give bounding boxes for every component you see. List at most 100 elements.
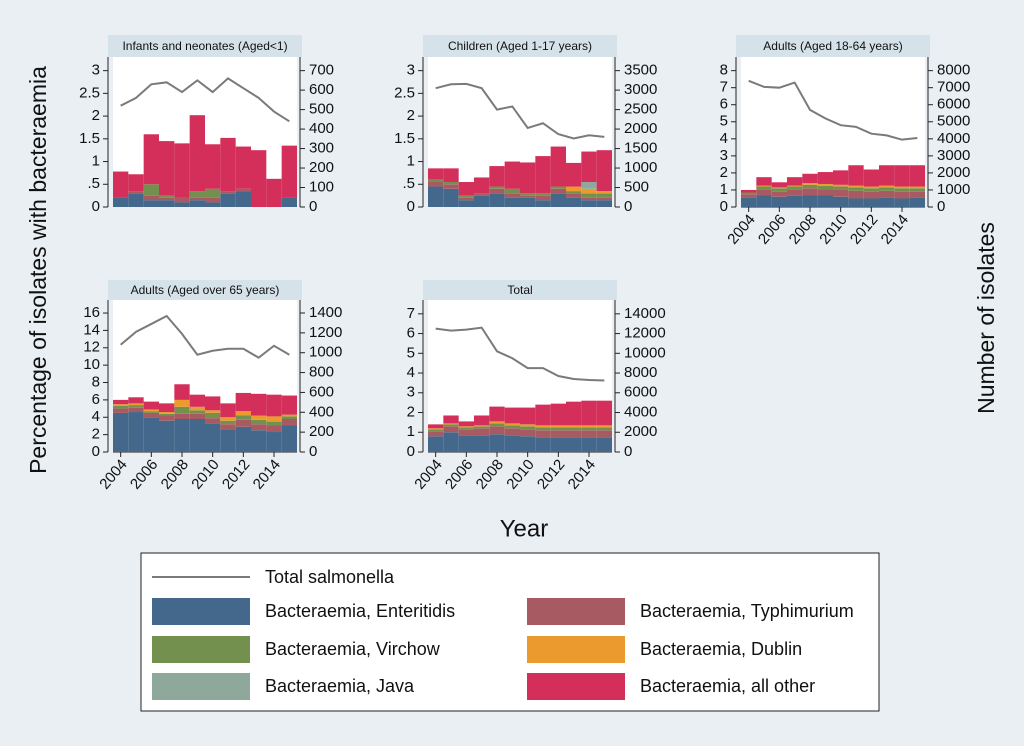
legend-swatch [152, 598, 250, 625]
bar-segment [174, 384, 190, 400]
y-tick-label: 1 [92, 153, 100, 170]
bar-segment [159, 403, 175, 413]
y-tick-label: 1.5 [394, 130, 415, 147]
bar-series [428, 182, 612, 201]
bar-segment [566, 425, 582, 428]
bar-segment [443, 415, 459, 424]
bar-segment [205, 188, 221, 198]
bar-segment [756, 186, 772, 190]
bar-segment [235, 392, 251, 412]
y2-tick-label: 0 [937, 198, 945, 215]
bar-segment [879, 185, 895, 188]
bar-segment [113, 412, 129, 452]
bar-series [428, 432, 612, 452]
y-tick-label: 0 [407, 443, 415, 460]
bar-segment [596, 197, 612, 201]
bar-segment [566, 186, 582, 192]
bar-segment [220, 191, 236, 194]
bar-segment [596, 427, 612, 431]
bar-segment [894, 191, 910, 199]
bar-segment [458, 182, 474, 196]
bar-segment [741, 189, 757, 193]
bar-segment [251, 430, 267, 452]
line-series [435, 82, 605, 140]
bar-segment [596, 425, 612, 428]
bar-segment [458, 427, 474, 430]
bar-segment [833, 170, 849, 185]
bar-segment [128, 191, 144, 194]
panel-header [423, 280, 617, 300]
y2-tick-label: 14000 [624, 305, 666, 322]
bar-segment [189, 197, 205, 201]
bar-segment [266, 394, 282, 417]
bar-segment [581, 437, 597, 452]
bar-segment [113, 404, 129, 406]
bar-segment [174, 202, 190, 207]
bar-segment [474, 428, 490, 436]
bar-segment [550, 403, 566, 426]
bar-segment [174, 413, 190, 419]
bar-series [113, 115, 297, 207]
bar-segment [266, 416, 282, 422]
bar-segment [550, 146, 566, 187]
bar-segment [848, 165, 864, 186]
y-tick-label: 7 [720, 79, 728, 96]
y2-tick-label: 400 [309, 120, 334, 137]
bar-series [756, 183, 925, 189]
bar-segment [189, 410, 205, 414]
y-tick-label: 0 [407, 198, 415, 215]
y-tick-label: 0 [92, 443, 100, 460]
bar-segment [205, 144, 221, 189]
bar-segment [550, 425, 566, 428]
bar-segment [787, 189, 803, 196]
bar-segment [113, 405, 129, 409]
bar-segment [581, 197, 597, 201]
bar-segment [205, 410, 221, 413]
bar-series [428, 400, 612, 429]
bar-segment [266, 178, 282, 207]
bar-segment [894, 165, 910, 187]
bar-segment [443, 423, 459, 425]
bar-segment [428, 182, 444, 187]
bar-segment [550, 437, 566, 452]
bar-segment [817, 185, 833, 190]
bar-segment [281, 416, 297, 419]
bar-segment [581, 193, 597, 198]
bar-segment [520, 426, 536, 430]
bar-segment [596, 191, 612, 194]
y2-tick-label: 0 [624, 443, 632, 460]
bar-segment [848, 190, 864, 199]
bar-segment [894, 198, 910, 207]
bar-series [566, 186, 612, 194]
bar-segment [787, 186, 803, 190]
legend-swatch [152, 636, 250, 663]
y2-tick-label: 1000 [937, 181, 970, 198]
bar-segment [879, 187, 895, 191]
legend-label: Bacteraemia, Java [265, 676, 415, 696]
y-tick-label: 6 [92, 391, 100, 408]
bar-segment [802, 173, 818, 184]
legend-label: Bacteraemia, Typhimurium [640, 601, 854, 621]
bar-series [113, 384, 297, 418]
bar-segment [143, 195, 159, 201]
line-series [120, 77, 290, 123]
y-tick-label: 1.5 [79, 130, 100, 147]
bar-series [428, 426, 612, 438]
bar-segment [220, 403, 236, 418]
bar-segment [128, 412, 144, 452]
y-tick-label: 6 [407, 325, 415, 342]
bar-segment [428, 186, 444, 207]
bar-segment [113, 408, 129, 413]
bar-segment [205, 423, 221, 452]
bar-segment [113, 171, 129, 198]
bar-segment [220, 417, 236, 421]
bar-segment [741, 197, 757, 207]
bar-segment [787, 177, 803, 186]
bar-segment [235, 188, 251, 192]
bar-segment [189, 115, 205, 192]
bar-segment [566, 430, 582, 438]
bar-segment [550, 188, 566, 194]
y-tick-label: 3 [407, 62, 415, 79]
y2-tick-label: 7000 [937, 79, 970, 96]
bar-segment [535, 404, 551, 426]
